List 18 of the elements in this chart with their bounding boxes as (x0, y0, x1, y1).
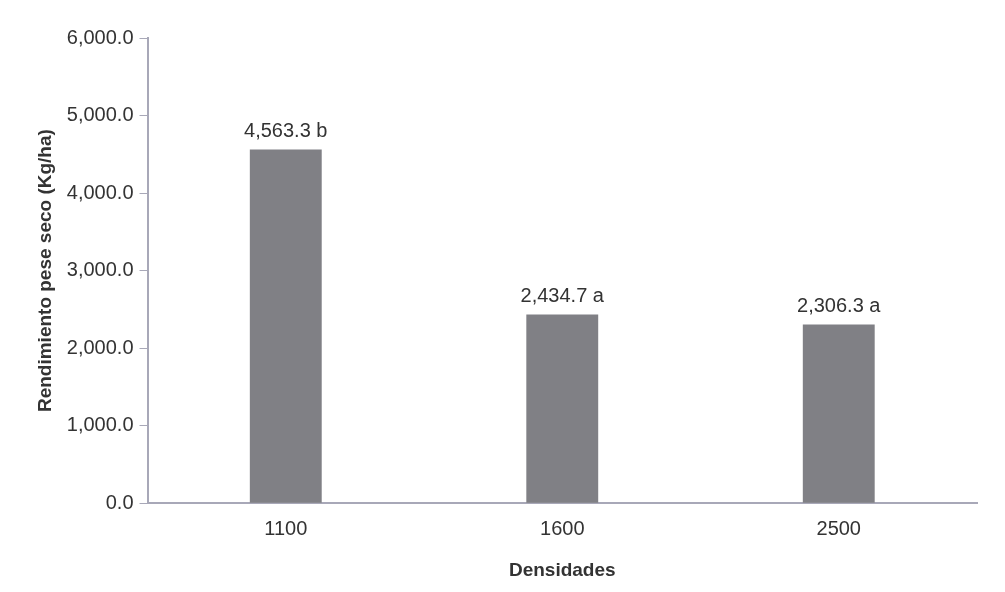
bar (526, 314, 599, 503)
y-tick-label: 6,000.0 (66, 25, 134, 48)
y-tick-label: 3,000.0 (66, 258, 134, 281)
x-axis-title: Densidades (508, 558, 616, 580)
x-tick-label: 1100 (264, 516, 308, 539)
y-axis-title: Rendimiento pese seco (Kg/ha) (33, 129, 55, 413)
x-tick-label: 1600 (540, 516, 585, 539)
data-label: 2,434.7 a (520, 283, 605, 306)
data-label: 4,563.3 b (244, 118, 328, 141)
y-tick-label: 5,000.0 (66, 103, 134, 126)
y-tick-label: 0.0 (105, 490, 134, 513)
x-tick-label: 2500 (816, 516, 861, 539)
data-label: 2,306.3 a (797, 293, 882, 316)
y-tick-label: 4,000.0 (66, 180, 134, 203)
y-tick-label: 2,000.0 (66, 335, 134, 358)
bar (802, 324, 875, 503)
bar (249, 149, 322, 503)
y-tick-label: 1,000.0 (66, 413, 134, 436)
